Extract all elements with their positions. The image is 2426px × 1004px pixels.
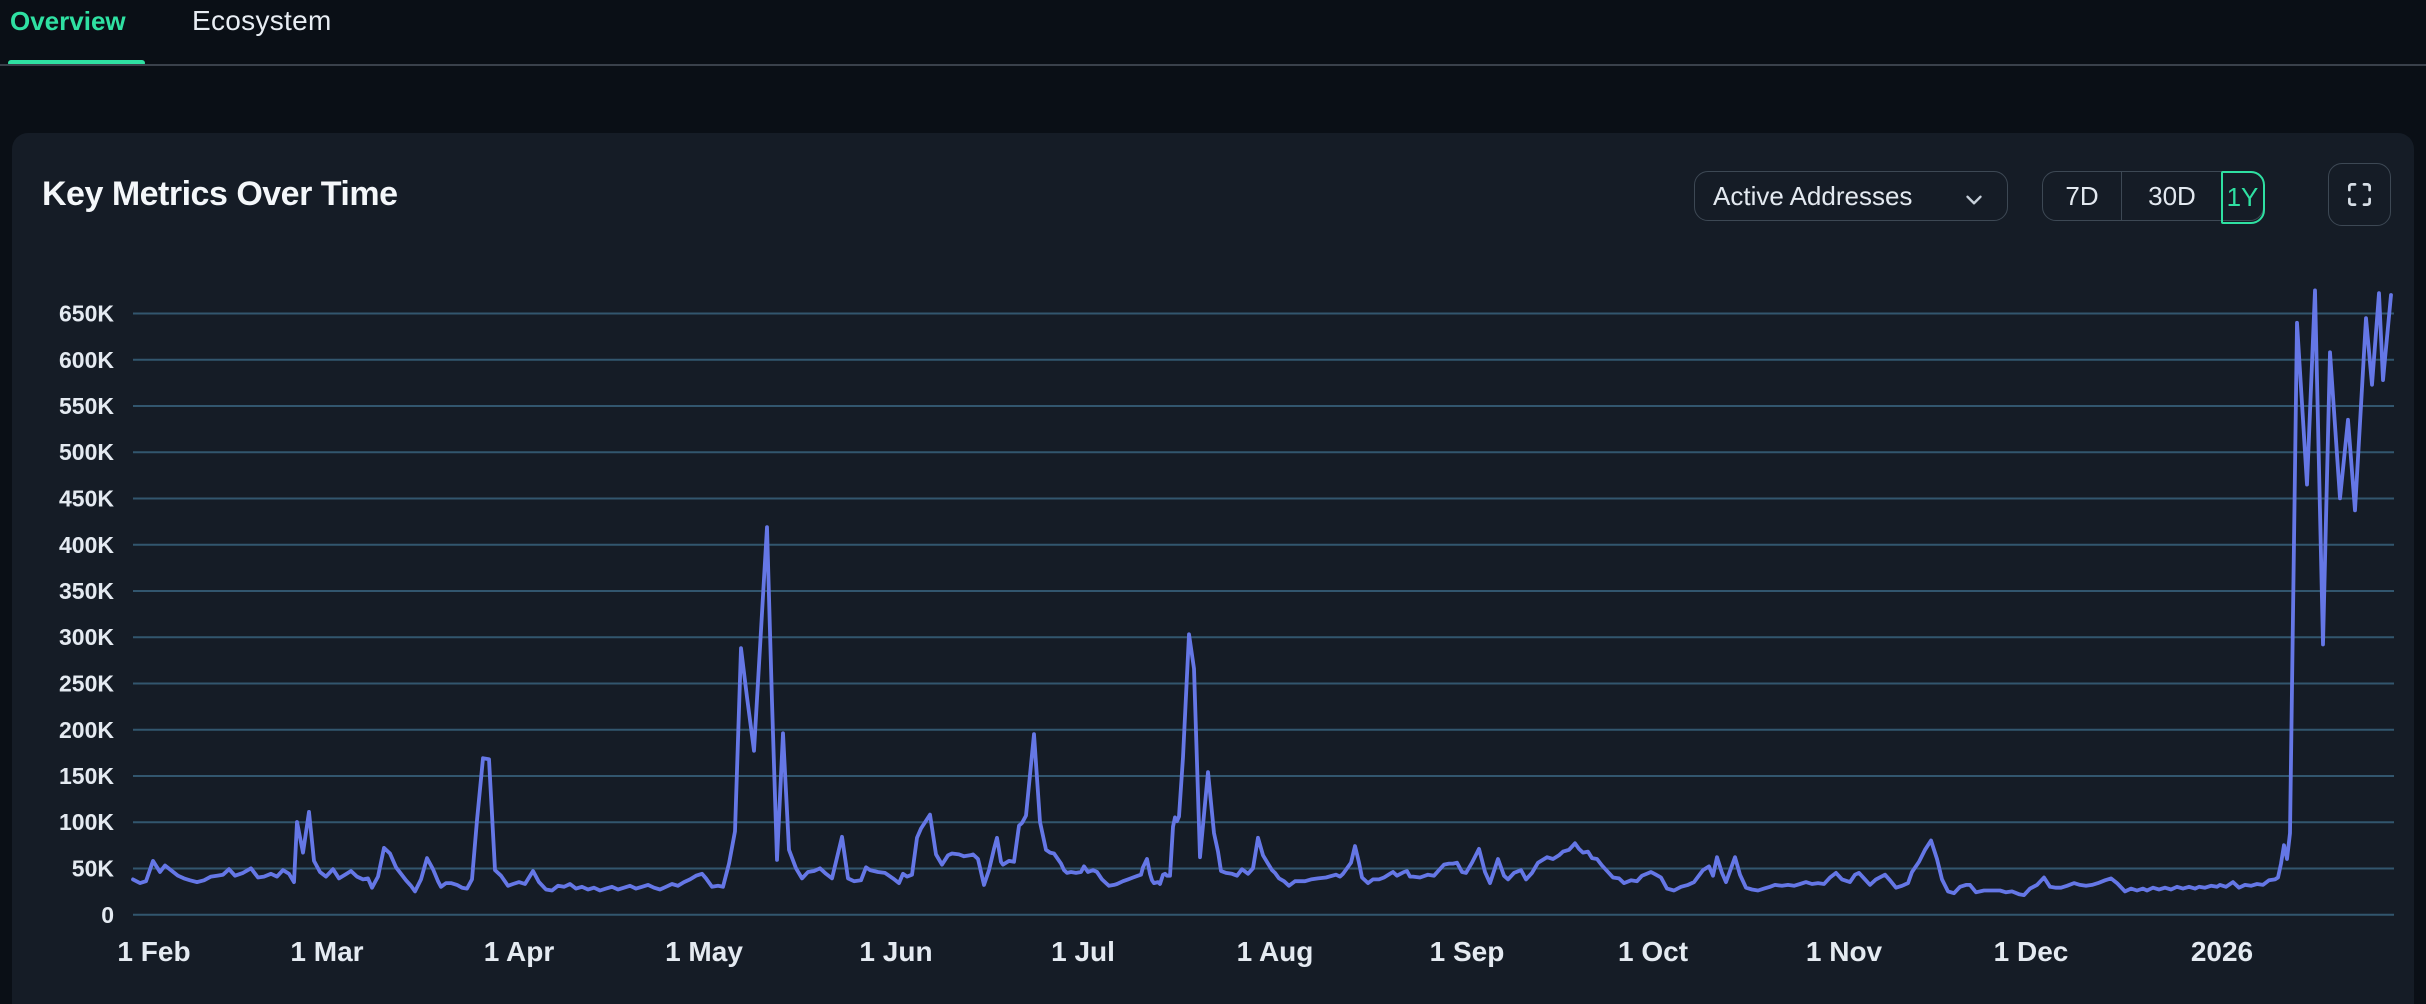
svg-text:50K: 50K — [72, 856, 115, 882]
svg-text:1 Oct: 1 Oct — [1618, 936, 1688, 967]
svg-text:0: 0 — [101, 902, 114, 928]
svg-text:400K: 400K — [59, 532, 114, 558]
svg-text:100K: 100K — [59, 809, 114, 835]
svg-text:550K: 550K — [59, 393, 114, 419]
svg-text:650K: 650K — [59, 301, 114, 327]
svg-text:1 Sep: 1 Sep — [1430, 936, 1505, 967]
svg-text:150K: 150K — [59, 763, 114, 789]
svg-text:250K: 250K — [59, 671, 114, 697]
svg-text:450K: 450K — [59, 486, 114, 512]
svg-text:1 Feb: 1 Feb — [117, 936, 190, 967]
svg-text:300K: 300K — [59, 624, 114, 650]
svg-text:600K: 600K — [59, 347, 114, 373]
svg-text:1 Apr: 1 Apr — [484, 936, 555, 967]
svg-text:1 Aug: 1 Aug — [1237, 936, 1314, 967]
svg-text:1 May: 1 May — [665, 936, 743, 967]
svg-text:1 Jul: 1 Jul — [1051, 936, 1115, 967]
svg-text:350K: 350K — [59, 578, 114, 604]
svg-text:2026: 2026 — [2191, 936, 2253, 967]
svg-text:1 Jun: 1 Jun — [859, 936, 932, 967]
svg-text:1 Nov: 1 Nov — [1806, 936, 1883, 967]
svg-text:1 Mar: 1 Mar — [290, 936, 363, 967]
svg-text:1 Dec: 1 Dec — [1994, 936, 2069, 967]
svg-text:500K: 500K — [59, 439, 114, 465]
svg-text:200K: 200K — [59, 717, 114, 743]
